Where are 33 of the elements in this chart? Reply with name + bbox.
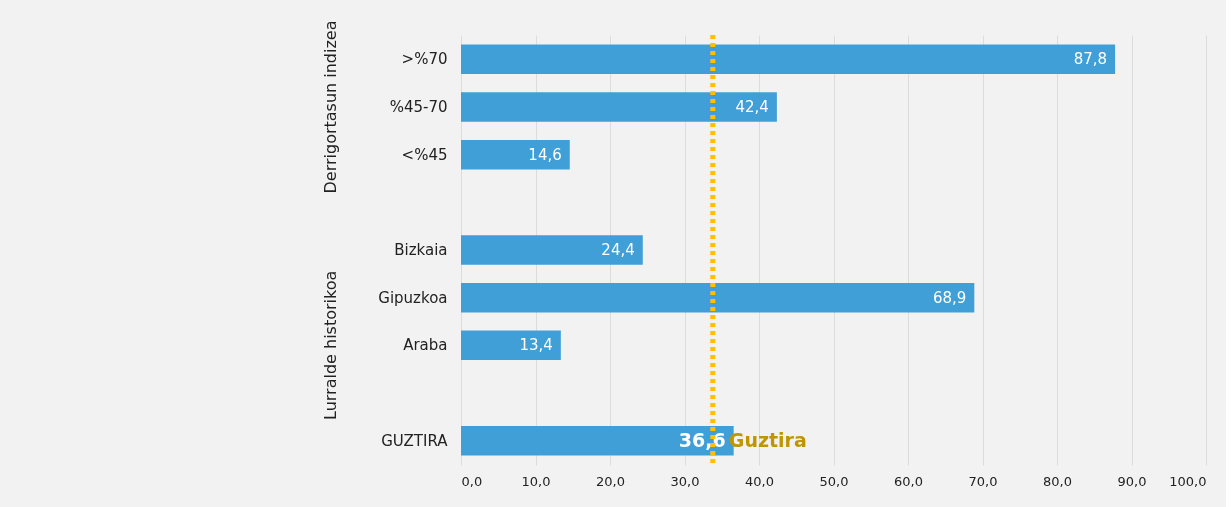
text: Derrigortasun indizea <box>321 20 340 194</box>
x-tick-label: 70,0 <box>968 473 998 489</box>
bar <box>461 330 561 361</box>
data-label: 87,8 <box>1073 50 1108 69</box>
bar <box>461 235 643 265</box>
y-tick-label: %45-70 <box>389 97 448 116</box>
data-label: 42,4 <box>735 97 769 116</box>
x-tick-label: 0,0 <box>461 473 483 489</box>
data-label: 14,6 <box>528 145 562 164</box>
bar <box>461 139 570 170</box>
data-label: 36,6 <box>678 428 726 451</box>
text: Lurralde historikoa <box>321 270 340 420</box>
x-tick-label: 90,0 <box>1117 473 1147 489</box>
data-label: 24,4 <box>601 241 635 259</box>
y-tick-label: Bizkaia <box>394 241 448 259</box>
x-tick-label: 60,0 <box>894 473 923 489</box>
x-tick-label: 20,0 <box>596 473 625 489</box>
x-tick-label: 50,0 <box>819 473 849 489</box>
x-tick-label: 80,0 <box>1043 473 1072 489</box>
y-tick-label: Araba <box>403 336 448 355</box>
x-tick-label: 100,0 <box>1169 473 1207 489</box>
x-tick-label: 40,0 <box>745 473 774 489</box>
y-tick-label: >%70 <box>401 50 448 69</box>
y-tick-label: Gipuzkoa <box>378 288 448 307</box>
bar <box>461 44 1116 75</box>
data-label: 68,9 <box>932 288 967 307</box>
x-tick-label: 30,0 <box>670 473 700 489</box>
data-label: 13,4 <box>519 336 553 355</box>
bar <box>461 92 777 122</box>
y-tick-label: GUZTIRA <box>381 431 449 450</box>
y-tick-label: <%45 <box>401 145 448 164</box>
x-tick-label: 10,0 <box>521 473 551 489</box>
bar <box>461 282 975 313</box>
